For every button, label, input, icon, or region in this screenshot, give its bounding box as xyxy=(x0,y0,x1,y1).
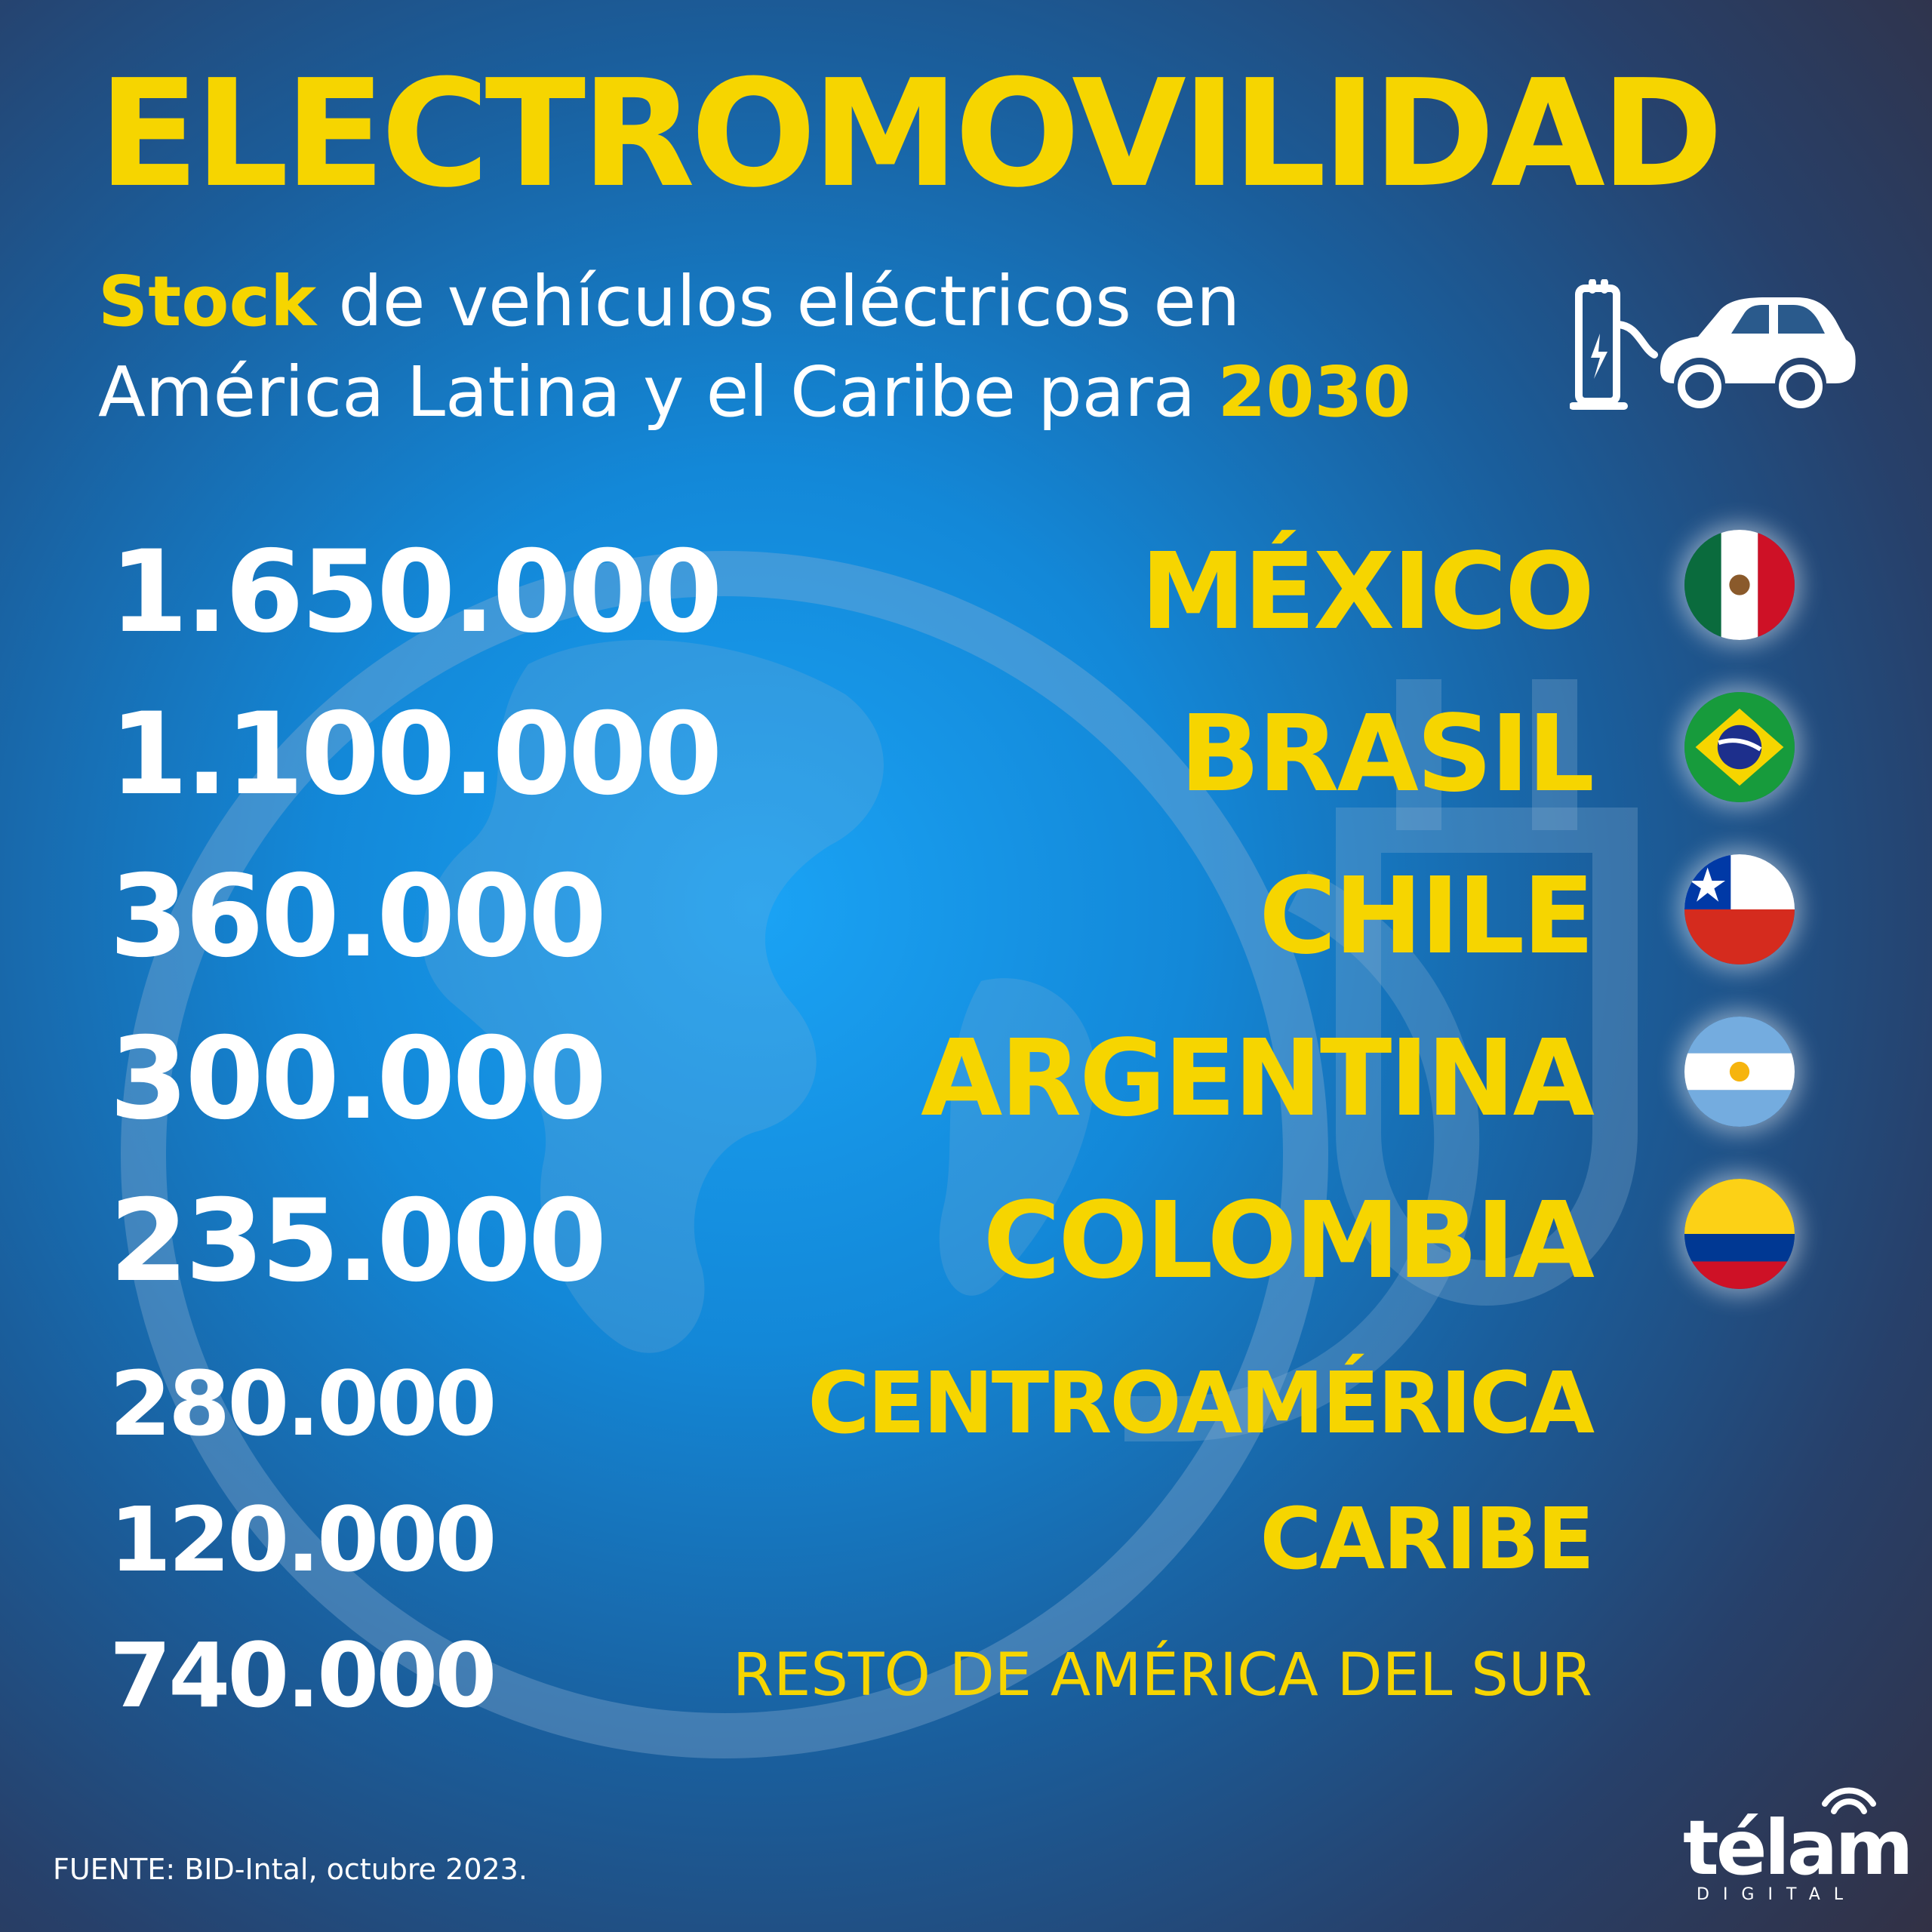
logo-sub: DIGITAL xyxy=(1697,1885,1857,1904)
country-name: MÉXICO xyxy=(1140,531,1595,654)
subtitle-line2: América Latina y el Caribe para xyxy=(98,352,1218,432)
country-name: ARGENTINA xyxy=(921,1017,1595,1140)
stock-value: 360.000 xyxy=(109,851,607,983)
country-name: CENTROAMÉRICA xyxy=(808,1355,1595,1453)
country-name: BRASIL xyxy=(1180,693,1595,816)
chile-flag-icon xyxy=(1684,854,1795,964)
subtitle-line1: de vehículos eléctricos en xyxy=(316,261,1241,342)
argentina-flag-icon xyxy=(1684,1017,1795,1127)
ev-charger-car-icon xyxy=(1570,279,1856,410)
stock-value: 740.000 xyxy=(109,1623,497,1727)
stock-value: 300.000 xyxy=(109,1014,607,1145)
stock-value: 1.650.000 xyxy=(109,527,723,658)
brazil-flag-icon xyxy=(1684,692,1795,802)
subtitle-highlight: Stock xyxy=(98,261,317,342)
signal-icon xyxy=(1822,1787,1876,1814)
colombia-flag-icon xyxy=(1684,1179,1795,1289)
source-note: FUENTE: BID-Intal, octubre 2023. xyxy=(53,1853,528,1886)
page-title: ELECTROMOVILIDAD xyxy=(98,48,1724,220)
stock-value: 235.000 xyxy=(109,1176,607,1307)
stock-value: 120.000 xyxy=(109,1487,497,1592)
stock-value: 280.000 xyxy=(109,1352,497,1456)
country-name: CHILE xyxy=(1259,855,1595,978)
telam-logo: télam DIGITAL xyxy=(1683,1774,1914,1909)
region-name: RESTO DE AMÉRICA DEL SUR xyxy=(732,1641,1592,1709)
subtitle-year: 2030 xyxy=(1217,352,1411,432)
subtitle: Stock de vehículos eléctricos en América… xyxy=(98,257,1607,438)
mexico-flag-icon xyxy=(1684,530,1795,640)
logo-word: télam xyxy=(1683,1804,1914,1892)
country-name: COLOMBIA xyxy=(983,1180,1595,1303)
country-name: CARIBE xyxy=(1260,1491,1595,1589)
stock-value: 1.100.000 xyxy=(109,689,723,820)
